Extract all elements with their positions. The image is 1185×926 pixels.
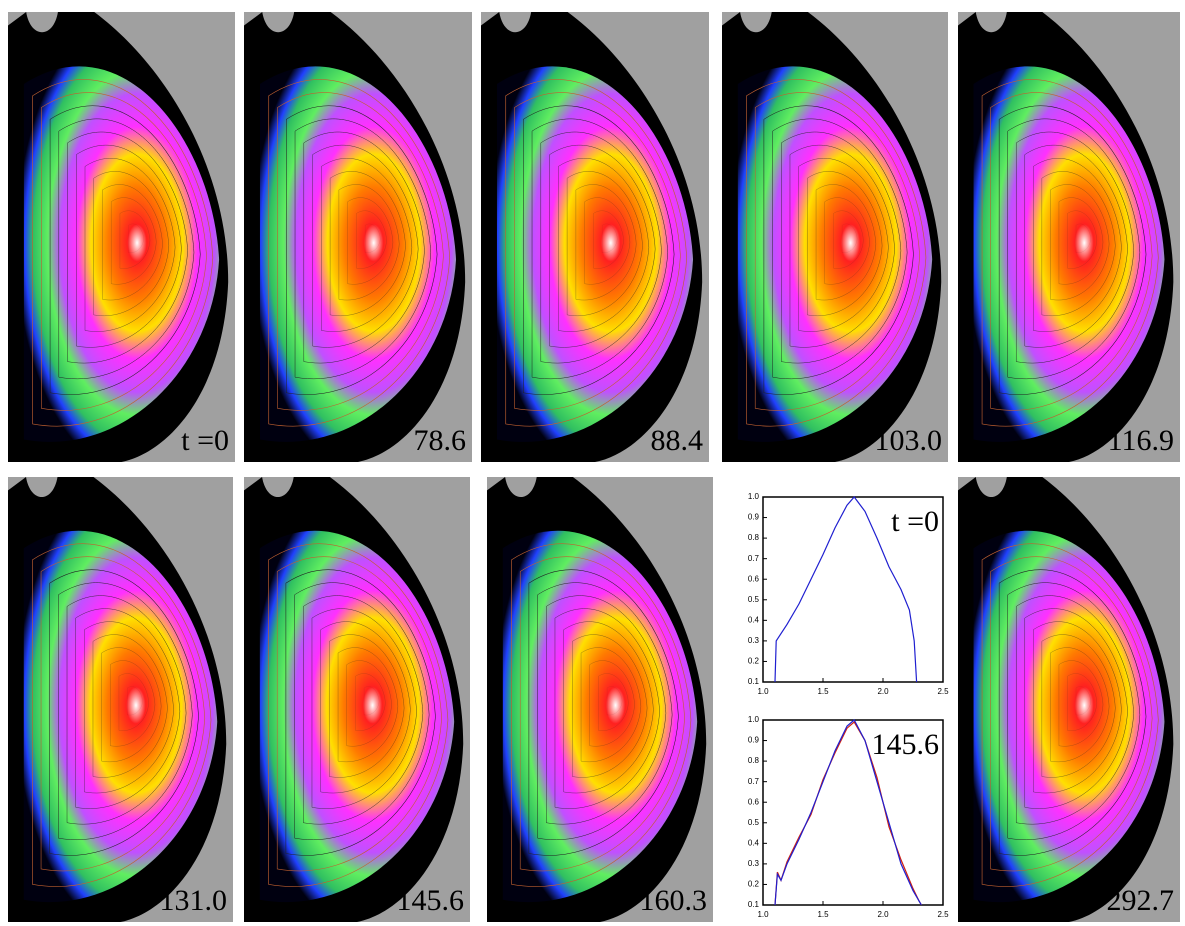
plasma-panel: 292.7 [958,477,1180,922]
plasma-panel: t =0 [8,12,235,462]
y-tick-label: 0.4 [748,615,760,624]
y-tick-label: 0.1 [748,900,760,909]
chart-title: t =0 [891,505,939,538]
plasma-panel: 78.6 [244,12,472,462]
plasma-panel: 103.0 [722,12,948,462]
time-label: 160.3 [640,884,708,917]
plasma-panel: 160.3 [487,477,713,922]
y-tick-label: 0.8 [748,756,760,765]
time-label: 145.6 [397,884,465,917]
time-label: 88.4 [651,424,704,457]
y-tick-label: 0.3 [748,859,760,868]
y-tick-label: 0.2 [748,657,760,666]
plasma-panel: 116.9 [958,12,1180,462]
time-label: 131.0 [160,884,228,917]
x-tick-label: 2.0 [877,910,889,919]
x-tick-label: 1.0 [757,910,769,919]
x-tick-label: 2.5 [937,687,949,696]
y-tick-label: 0.6 [748,797,760,806]
time-label: 78.6 [414,424,467,457]
y-tick-label: 0.6 [748,574,760,583]
y-tick-label: 0.9 [748,513,760,522]
time-label: 116.9 [1108,424,1174,457]
plasma-panel: 145.6 [244,477,470,922]
y-tick-label: 0.5 [748,818,760,827]
plasma-panel: 88.4 [481,12,709,462]
time-label: 103.0 [875,424,943,457]
x-tick-label: 1.0 [757,687,769,696]
figure: t =0 78.6 88.4 103.0 116.9 131.0 145.6 160.3 292… [0,0,1185,926]
y-tick-label: 0.4 [748,838,760,847]
x-tick-label: 2.0 [877,687,889,696]
y-tick-label: 0.3 [748,636,760,645]
y-tick-label: 0.7 [748,777,760,786]
y-tick-label: 1.0 [748,492,760,501]
y-tick-label: 0.9 [748,736,760,745]
x-tick-label: 1.5 [817,910,829,919]
x-tick-label: 1.5 [817,687,829,696]
y-tick-label: 0.5 [748,595,760,604]
y-tick-label: 1.0 [748,715,760,724]
x-tick-label: 2.5 [937,910,949,919]
y-tick-label: 0.7 [748,554,760,563]
plasma-panel: 131.0 [8,477,233,922]
time-label: t =0 [181,424,229,457]
time-label: 292.7 [1107,884,1175,917]
chart-title: 145.6 [872,728,940,761]
y-tick-label: 0.1 [748,677,760,686]
y-tick-label: 0.2 [748,880,760,889]
y-tick-label: 0.8 [748,533,760,542]
